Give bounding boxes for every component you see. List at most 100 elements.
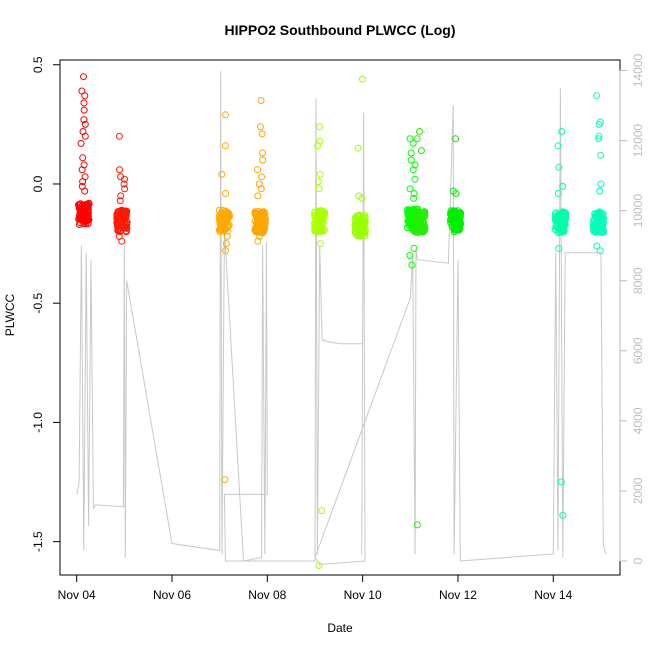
y2-tick-label: 4000 (631, 407, 645, 434)
outlier-point (222, 240, 230, 248)
data-point (217, 210, 225, 218)
data-point (591, 213, 599, 221)
data-point (557, 224, 565, 231)
y2-tick-label: 14000 (631, 54, 645, 88)
data-point (221, 215, 229, 222)
outlier-point (121, 185, 129, 193)
data-point (221, 211, 229, 219)
cluster-11 (589, 92, 608, 255)
outlier-point (80, 99, 88, 107)
data-point (404, 206, 411, 214)
data-point (413, 221, 421, 229)
y2-tick-label: 0 (631, 557, 645, 564)
outlier-point (593, 242, 601, 250)
outlier-point (256, 232, 264, 240)
outlier-point (595, 120, 603, 128)
data-point (316, 219, 324, 227)
data-point (257, 228, 265, 236)
data-point (216, 226, 224, 233)
outlier-point (254, 237, 262, 245)
outlier-point (254, 192, 262, 200)
altitude-layer (76, 70, 607, 566)
outlier-point (595, 135, 603, 143)
outlier-point (78, 166, 86, 174)
outlier-point (259, 156, 267, 164)
plot-frame (59, 59, 621, 576)
y2-tick-label: 2000 (631, 477, 645, 504)
outlier-point (257, 185, 265, 193)
cluster-7 (404, 135, 422, 269)
outlier-point (80, 106, 88, 114)
cluster-4 (251, 97, 269, 245)
outlier-point (116, 166, 123, 174)
data-point (311, 222, 319, 230)
outlier-point (413, 521, 421, 529)
x-tick-label: Nov 04 (58, 588, 96, 602)
outlier-point (222, 111, 229, 119)
data-point (225, 221, 233, 229)
outlier-point (407, 149, 415, 157)
outlier-point (79, 178, 87, 186)
outlier-point (554, 142, 562, 150)
y2-tick-label: 8000 (631, 267, 645, 294)
outlier-point (597, 151, 605, 159)
outlier-point (81, 132, 89, 140)
outlier-point (452, 190, 460, 197)
cluster-8 (411, 128, 429, 529)
data-point (446, 216, 454, 224)
outlier-point (257, 97, 265, 104)
y-tick-label: -0.5 (31, 293, 45, 314)
y-axis: -1.5 -1.0 -0.5 0.0 0.5 (31, 56, 61, 552)
cluster-5 (311, 123, 329, 569)
outlier-point (315, 185, 323, 193)
outlier-point (81, 187, 89, 195)
outlier-point (358, 194, 366, 202)
data-point (452, 226, 460, 234)
outlier-point (406, 252, 414, 259)
outlier-point (77, 139, 85, 147)
x-axis-label: Date (327, 621, 353, 635)
data-point (122, 228, 130, 236)
y-tick-label: 0.0 (31, 175, 45, 192)
outlier-point (559, 182, 567, 190)
data-point (224, 222, 232, 230)
x-axis: Nov 04 Nov 06 Nov 08 Nov 10 Nov 12 Nov 14 (58, 574, 573, 602)
y2-tick-label: 10000 (631, 194, 645, 228)
outlier-point (452, 135, 460, 143)
outlier-point (316, 240, 324, 248)
outlier-point (318, 507, 326, 515)
outlier-point (411, 175, 419, 183)
data-point (80, 209, 88, 217)
outlier-point (314, 142, 322, 150)
data-point (456, 225, 463, 233)
data-point (404, 208, 412, 216)
data-point (554, 213, 562, 220)
outlier-point (409, 166, 417, 174)
data-point (416, 212, 424, 219)
outlier-point (409, 139, 417, 147)
y2-tick-label: 12000 (631, 124, 645, 158)
outlier-point (314, 178, 322, 186)
data-point (596, 219, 604, 227)
data-point (114, 208, 122, 216)
outlier-point (316, 170, 324, 178)
outlier-point (80, 73, 87, 81)
outlier-point (406, 185, 414, 193)
data-point (556, 228, 564, 236)
data-point (558, 220, 566, 228)
data-point (558, 228, 566, 236)
outlier-point (223, 232, 231, 240)
x-tick-label: Nov 12 (439, 588, 477, 602)
outlier-point (410, 194, 418, 202)
outlier-point (222, 247, 229, 255)
outlier-point (410, 190, 418, 197)
data-point (453, 209, 461, 217)
data-point (353, 217, 361, 225)
outlier-point (218, 170, 226, 178)
outlier-point (316, 123, 324, 131)
data-point (559, 212, 567, 220)
data-point (114, 225, 122, 233)
outlier-point (557, 478, 565, 486)
